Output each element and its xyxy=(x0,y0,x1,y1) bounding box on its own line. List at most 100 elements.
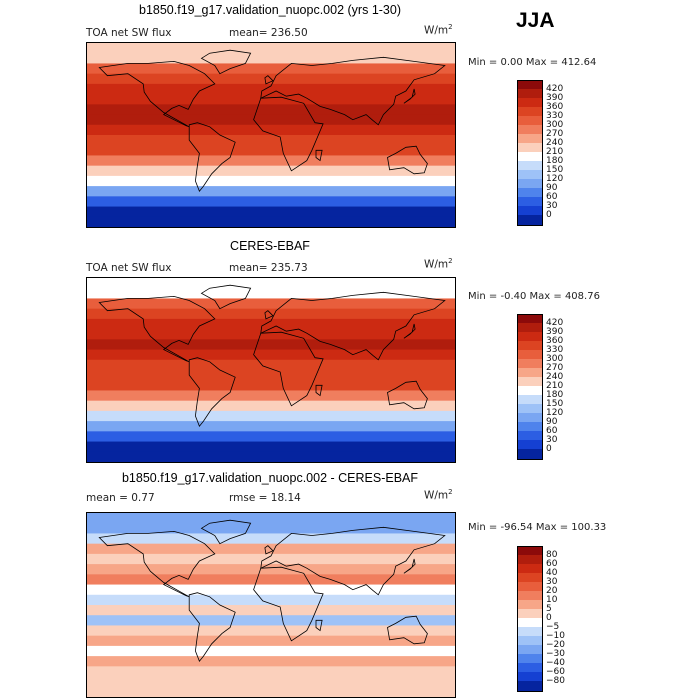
panel-3-map-svg xyxy=(87,513,455,697)
panel-2-colorbar-tick-label: 300 xyxy=(546,353,564,364)
panel-3-zonal-band--40 xyxy=(87,645,455,657)
panel-3-colorbar-swatch xyxy=(517,582,543,592)
panel-1-zonal-band-80 xyxy=(87,43,455,65)
panel-3-coastline-2 xyxy=(253,566,324,642)
panel-3-colorbar-tick-label: −80 xyxy=(546,675,565,686)
panel-3-colorbar-tick-label: 80 xyxy=(546,549,558,560)
panel-1-colorbar-tick-label: 240 xyxy=(546,137,564,148)
panel-3-colorbar-tick-label: −5 xyxy=(546,621,560,632)
panel-3-coastline-3 xyxy=(260,526,446,596)
panel-3-colorbar-swatch xyxy=(517,627,543,637)
panel-2-colorbar-swatch xyxy=(517,350,543,360)
panel-1-coastline-4 xyxy=(387,145,428,175)
panel-1-zonal-band--10 xyxy=(87,145,455,157)
panel-2-colorbar-tick-label: 180 xyxy=(546,389,564,400)
panel-2-zonal-band-30 xyxy=(87,339,455,351)
panel-3-colorbar-swatch xyxy=(517,609,543,619)
panel-3-zonal-band--80 xyxy=(87,686,455,697)
panel-2-colorbar-tick-label: 90 xyxy=(546,416,558,427)
panel-3-colorbar-swatch xyxy=(517,645,543,655)
panel-2-colorbar-swatch xyxy=(517,341,543,351)
panel-3-minmax: Min = -96.54 Max = 100.33 xyxy=(468,522,607,533)
panel-1-colorbar-swatch xyxy=(517,152,543,162)
panel-3-colorbar-swatch xyxy=(517,546,543,557)
panel-3-units: W/m2 xyxy=(424,488,453,502)
panel-3-zonal-band--50 xyxy=(87,656,455,667)
panel-1-colorbar-swatch xyxy=(517,116,543,126)
panel-2-coastline-4 xyxy=(387,380,428,410)
panel-2-coastline-0 xyxy=(98,295,216,363)
panel-1-colorbar-tick-label: 330 xyxy=(546,110,564,121)
panel-1-zonal-band--80 xyxy=(87,216,455,227)
panel-2-colorbar-swatch xyxy=(517,431,543,441)
panel-2-colorbar-swatch xyxy=(517,413,543,423)
panel-1-colorbar-swatch xyxy=(517,197,543,207)
panel-2-colorbar-swatch xyxy=(517,422,543,432)
panel-2-colorbar-swatch xyxy=(517,332,543,342)
panel-1-title: b1850.f19_g17.validation_nuopc.002 (yrs … xyxy=(139,3,401,17)
panel-1-colorbar-tick-label: 150 xyxy=(546,164,564,175)
panel-3-zonal-band-40 xyxy=(87,564,455,575)
panel-1-zonal-band--20 xyxy=(87,155,455,167)
panel-3-colorbar-swatch xyxy=(517,636,543,646)
panel-2-colorbar-swatch xyxy=(517,314,543,325)
panel-1-colorbar-swatch xyxy=(517,107,543,117)
panel-3-zonal-band-10 xyxy=(87,594,455,606)
panel-3-colorbar-swatch xyxy=(517,672,543,682)
panel-3-colorbar-tick-label: −60 xyxy=(546,666,565,677)
panel-2-zonal-band--70 xyxy=(87,441,455,453)
panel-3-zonal-band--10 xyxy=(87,615,455,627)
panel-3-colorbar-swatch xyxy=(517,663,543,673)
panel-2-zonal-band--60 xyxy=(87,431,455,443)
panel-1-zonal-band-40 xyxy=(87,94,455,105)
panel-1-colorbar-swatch xyxy=(517,80,543,91)
panel-2-zonal-band--50 xyxy=(87,421,455,432)
panel-2-colorbar-tick-label: 330 xyxy=(546,344,564,355)
panel-3-colorbar-swatch xyxy=(517,591,543,601)
panel-2-colorbar-tick-label: 60 xyxy=(546,425,558,436)
panel-1-coastline-8 xyxy=(315,149,323,162)
panel-3-zonal-band--70 xyxy=(87,676,455,688)
panel-1-zonal-band--40 xyxy=(87,175,455,187)
panel-2-coastline-1 xyxy=(188,357,236,427)
panel-3-colorbar-tick-label: 0 xyxy=(546,612,552,623)
panel-2-colorbar-swatch xyxy=(517,404,543,414)
panel-2-zonal-band--10 xyxy=(87,380,455,392)
panel-1-coastline-2 xyxy=(253,96,324,172)
panel-2-zonal-band--30 xyxy=(87,400,455,412)
panel-2-colorbar-swatch xyxy=(517,368,543,378)
panel-2-units: W/m2 xyxy=(424,257,453,271)
panel-3-coastline-6 xyxy=(264,545,274,555)
panel-1-colorbar-tick-label: 270 xyxy=(546,128,564,139)
panel-3-zonal-band-70 xyxy=(87,533,455,545)
panel-1-coastline-3 xyxy=(260,56,446,126)
panel-3-coastline-7 xyxy=(403,558,416,574)
panel-3-zonal-band-30 xyxy=(87,574,455,586)
panel-1-colorbar-tick-label: 0 xyxy=(546,209,552,220)
panel-1-coastline-1 xyxy=(188,122,236,192)
panel-1-zonal-band-0 xyxy=(87,135,455,146)
panel-1-colorbar-swatch xyxy=(517,179,543,189)
panel-2-mean-label: mean= 235.73 xyxy=(229,262,308,274)
panel-1-colorbar: 420 390 360 330 300 270 240 210 180 150 120 90 60 30 0 xyxy=(517,80,577,226)
panel-2-coastline-7 xyxy=(403,323,416,339)
panel-3-zonal-band-20 xyxy=(87,584,455,596)
panel-3-colorbar-tick-label: −30 xyxy=(546,648,565,659)
panel-2-colorbar-swatch xyxy=(517,386,543,396)
panel-1-colorbar-swatch xyxy=(517,161,543,171)
panel-1-colorbar-tick-label: 420 xyxy=(546,83,564,94)
panel-1-variable-label: TOA net SW flux xyxy=(86,27,172,39)
panel-3-colorbar-tick-label: 10 xyxy=(546,594,558,605)
panel-2-colorbar-swatch xyxy=(517,377,543,387)
panel-1-coastline-0 xyxy=(98,60,216,128)
panel-2-colorbar-tick-label: 420 xyxy=(546,317,564,328)
panel-1-mean-label: mean= 236.50 xyxy=(229,27,308,39)
panel-2-zonal-band-0 xyxy=(87,370,455,381)
panel-3-zonal-band-50 xyxy=(87,553,455,565)
panel-3-colorbar-tick-label: 40 xyxy=(546,567,558,578)
panel-1-colorbar-tick-label: 210 xyxy=(546,146,564,157)
panel-3-colorbar-swatch xyxy=(517,681,543,692)
panel-1-colorbar-swatch xyxy=(517,134,543,144)
panel-2-minmax: Min = -0.40 Max = 408.76 xyxy=(468,291,600,302)
panel-3-colorbar-swatch xyxy=(517,573,543,583)
